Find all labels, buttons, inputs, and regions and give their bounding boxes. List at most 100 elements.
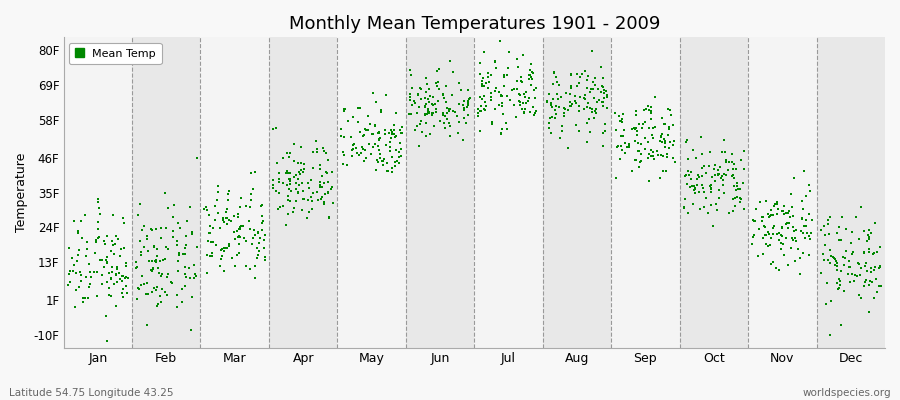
Point bbox=[766, 231, 780, 238]
Point bbox=[159, 274, 174, 280]
Point bbox=[176, 251, 190, 258]
Point bbox=[430, 98, 445, 104]
Point bbox=[599, 94, 614, 100]
Point bbox=[255, 202, 269, 208]
Point bbox=[172, 250, 186, 256]
Point bbox=[315, 184, 329, 190]
Point bbox=[177, 282, 192, 289]
Point bbox=[517, 108, 531, 115]
Point bbox=[289, 186, 303, 192]
Point bbox=[402, 111, 417, 118]
Point bbox=[711, 171, 725, 178]
Bar bbox=[474, 37, 543, 348]
Point bbox=[382, 148, 397, 155]
Point bbox=[93, 257, 107, 263]
Point bbox=[134, 252, 148, 258]
Point bbox=[336, 149, 350, 156]
Point bbox=[414, 95, 428, 102]
Point bbox=[289, 180, 303, 186]
Point bbox=[301, 197, 315, 203]
Point bbox=[472, 128, 487, 134]
Point bbox=[483, 94, 498, 100]
Point bbox=[393, 140, 408, 147]
Point bbox=[292, 182, 307, 188]
Point bbox=[257, 232, 272, 238]
Point bbox=[425, 110, 439, 116]
Point bbox=[726, 166, 741, 172]
Point bbox=[828, 258, 842, 264]
Point bbox=[590, 98, 605, 105]
Point bbox=[317, 199, 331, 206]
Point bbox=[767, 203, 781, 210]
Point bbox=[476, 75, 491, 81]
Point bbox=[646, 149, 661, 155]
Point bbox=[707, 162, 722, 168]
Point bbox=[551, 96, 565, 102]
Point bbox=[283, 176, 297, 182]
Point bbox=[517, 110, 531, 117]
Point bbox=[436, 112, 450, 118]
Point bbox=[667, 158, 681, 165]
Point bbox=[234, 222, 248, 229]
Point bbox=[289, 198, 303, 204]
Point bbox=[641, 155, 655, 162]
Point bbox=[681, 156, 696, 162]
Point bbox=[636, 107, 651, 114]
Point bbox=[247, 227, 261, 233]
Point bbox=[839, 248, 853, 254]
Point bbox=[630, 132, 644, 138]
Point bbox=[320, 169, 334, 176]
Point bbox=[779, 221, 794, 227]
Point bbox=[834, 237, 849, 243]
Point bbox=[592, 97, 607, 104]
Point bbox=[455, 102, 470, 108]
Point bbox=[116, 294, 130, 300]
Point bbox=[503, 97, 517, 103]
Point bbox=[113, 246, 128, 252]
Point bbox=[153, 292, 167, 299]
Point bbox=[257, 256, 272, 263]
Point bbox=[697, 163, 711, 169]
Point bbox=[102, 285, 116, 292]
Point bbox=[757, 223, 771, 230]
Point bbox=[286, 209, 301, 215]
Point bbox=[458, 120, 473, 126]
Point bbox=[629, 112, 643, 118]
Point bbox=[842, 258, 856, 264]
Point bbox=[788, 258, 803, 264]
Point bbox=[862, 282, 877, 288]
Point bbox=[443, 58, 457, 64]
Point bbox=[340, 118, 355, 124]
Point bbox=[832, 284, 846, 291]
Point bbox=[654, 134, 669, 140]
Point bbox=[770, 206, 785, 212]
Point bbox=[83, 269, 97, 275]
Point bbox=[544, 130, 558, 136]
Point bbox=[712, 194, 726, 201]
Point bbox=[430, 68, 445, 74]
Point bbox=[350, 150, 365, 157]
Point bbox=[626, 168, 640, 174]
Point bbox=[149, 253, 164, 259]
Point bbox=[725, 208, 740, 215]
Point bbox=[622, 140, 636, 147]
Point bbox=[183, 275, 197, 282]
Point bbox=[372, 137, 386, 143]
Point bbox=[221, 216, 236, 223]
Point bbox=[122, 275, 136, 281]
Point bbox=[544, 114, 559, 120]
Point bbox=[446, 108, 461, 114]
Point bbox=[148, 258, 162, 264]
Point bbox=[548, 102, 562, 109]
Point bbox=[190, 244, 204, 250]
Point bbox=[526, 70, 541, 76]
Point bbox=[320, 169, 334, 175]
Point bbox=[725, 172, 740, 179]
Point bbox=[371, 130, 385, 136]
Point bbox=[357, 126, 372, 132]
Point bbox=[581, 73, 596, 79]
Point bbox=[844, 240, 859, 246]
Point bbox=[408, 127, 422, 133]
Point bbox=[420, 81, 435, 87]
Point bbox=[420, 109, 435, 115]
